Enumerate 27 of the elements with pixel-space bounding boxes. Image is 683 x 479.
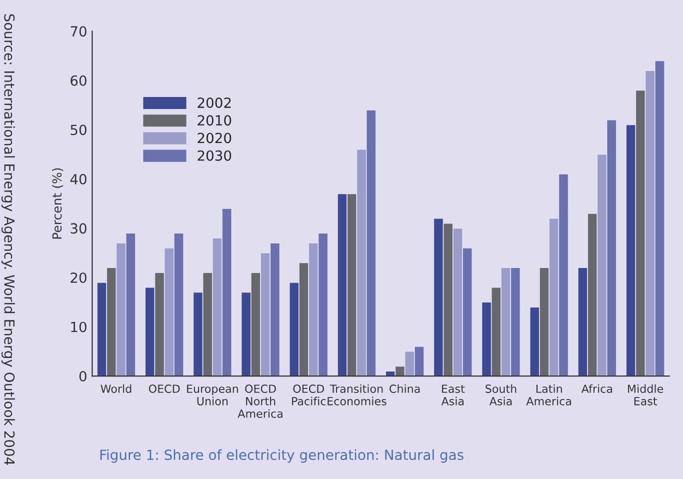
legend-label: 2010: [198, 115, 232, 126]
legend-label: 2030: [198, 150, 232, 161]
y-tick-label: 30: [70, 223, 86, 234]
y-tick-label: 20: [70, 272, 86, 283]
x-tick-label: OECD North America: [238, 384, 282, 418]
x-tick-label: South Asia: [486, 384, 516, 406]
x-tick-label: European Union: [187, 384, 238, 406]
y-tick-label: 50: [70, 124, 86, 136]
x-tick-label: Latin America: [526, 384, 572, 406]
x-tick-label: Middle East: [628, 384, 664, 406]
x-tick-label: World: [100, 384, 132, 393]
x-tick-label: East Asia: [441, 384, 465, 406]
x-tick-label: OECD: [148, 384, 180, 393]
text: Figure 1: Share of electricity generation: Natural gas: [100, 449, 464, 463]
x-tick-label: Transition Economies: [328, 384, 386, 406]
y-tick-label: 0: [79, 370, 86, 382]
legend-label: 2002: [198, 98, 231, 108]
x-tick-label: OECD Pacific: [292, 384, 326, 406]
x-tick-label: Africa: [581, 384, 612, 393]
y-tick-label: 40: [70, 174, 86, 184]
legend-label: 2020: [198, 132, 232, 144]
y-axis-title: Percent (%): [52, 168, 64, 239]
source-note: Source: International Energy Agency. World Energy Outlook 2004: [1, 14, 15, 465]
x-tick-label: China: [390, 384, 420, 393]
y-tick-label: 10: [71, 322, 86, 332]
y-tick-label: 70: [70, 26, 86, 37]
y-tick-label: 60: [70, 75, 86, 86]
